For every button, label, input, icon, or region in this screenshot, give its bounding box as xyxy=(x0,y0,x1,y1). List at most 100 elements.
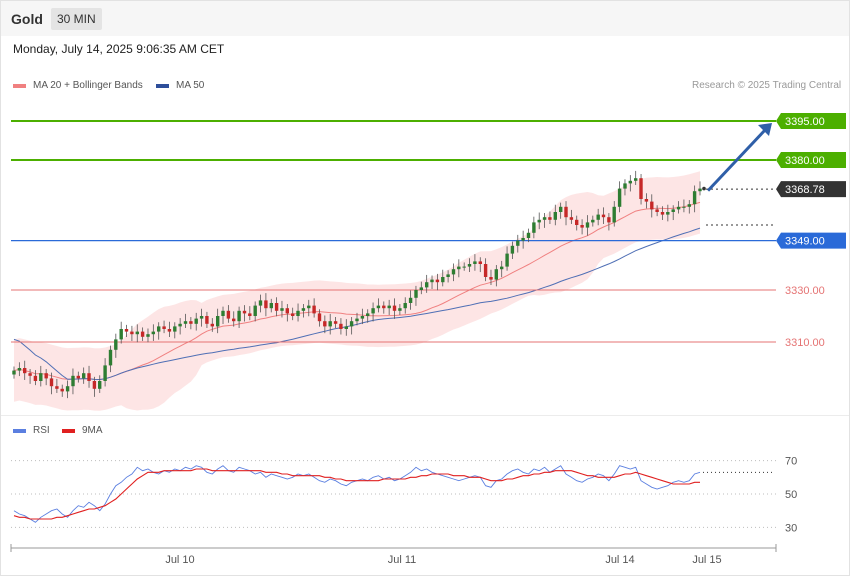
candle-body xyxy=(371,308,375,314)
candle-body xyxy=(457,266,461,270)
timeframe-badge[interactable]: 30 MIN xyxy=(51,8,102,30)
candle-body xyxy=(205,316,209,324)
ma50-swatch xyxy=(156,83,169,88)
legend-bb-label: MA 20 + Bollinger Bands xyxy=(33,80,143,91)
candle-body xyxy=(258,300,263,306)
pane-divider xyxy=(1,415,849,416)
candle-body xyxy=(333,321,338,324)
candle-body xyxy=(291,313,295,316)
candle-body xyxy=(521,238,525,241)
candle-body xyxy=(114,339,118,350)
candle-body xyxy=(82,373,86,379)
level-label-resistance: 3380.00 xyxy=(785,155,825,167)
candle-body xyxy=(339,323,343,329)
candle-body xyxy=(210,323,214,327)
candle-body xyxy=(398,308,402,311)
legend-rsi-ma: 9MA xyxy=(62,425,103,436)
candle-body xyxy=(23,368,27,374)
x-tick-label: Jul 14 xyxy=(605,554,634,566)
candle-body xyxy=(92,381,97,389)
candle-body xyxy=(87,373,91,381)
candle-body xyxy=(617,188,622,207)
candle-body xyxy=(585,222,590,228)
candle-body xyxy=(28,373,32,376)
candle-body xyxy=(601,214,606,218)
price-tag-resistance xyxy=(776,152,846,168)
candle-body xyxy=(634,178,638,181)
candle-body xyxy=(510,245,515,254)
candle-body xyxy=(44,373,48,379)
candle-body xyxy=(173,326,177,332)
candle-body xyxy=(467,264,472,267)
legend-ma50-label: MA 50 xyxy=(176,80,205,91)
candle-body xyxy=(382,305,386,309)
candle-body xyxy=(650,201,654,210)
candle-body xyxy=(537,219,541,223)
candle-body xyxy=(199,316,204,319)
candle-body xyxy=(355,318,359,322)
candle-body xyxy=(103,365,107,381)
candle-body xyxy=(269,303,273,309)
target-arrow-head xyxy=(758,123,772,136)
candle-body xyxy=(564,206,568,218)
level-label-support: 3330.00 xyxy=(785,285,825,297)
candle-body xyxy=(189,321,193,324)
candle-body xyxy=(108,349,113,366)
candle-body xyxy=(157,326,161,332)
level-label-resistance: 3395.00 xyxy=(785,116,825,128)
candle-body xyxy=(264,300,268,309)
candle-body xyxy=(183,321,188,324)
candle-body xyxy=(98,381,102,389)
candle-body xyxy=(301,308,306,311)
candle-body xyxy=(76,375,80,379)
candle-body xyxy=(162,326,166,329)
candle-body xyxy=(612,206,616,223)
candle-body xyxy=(237,310,241,322)
bb-swatch xyxy=(13,83,26,88)
candle-body xyxy=(167,329,172,332)
candle-body xyxy=(660,212,665,215)
rsi-series-9ma xyxy=(13,468,700,520)
candle-body xyxy=(569,217,574,220)
candle-body xyxy=(698,188,702,192)
candle-body xyxy=(119,329,123,340)
candle-body xyxy=(596,214,600,220)
candle-body xyxy=(17,368,22,371)
candle-body xyxy=(692,191,697,205)
candle-body xyxy=(349,321,354,327)
candle-body xyxy=(312,305,316,314)
candle-body xyxy=(666,212,670,215)
candle-body xyxy=(419,287,423,290)
candle-body xyxy=(280,308,284,311)
candle-body xyxy=(248,313,252,316)
candle-body xyxy=(323,321,327,327)
rsi-ma-swatch xyxy=(62,428,75,433)
candle-body xyxy=(446,274,450,277)
candle-body xyxy=(500,266,504,270)
candle-body xyxy=(628,180,632,184)
candle-body xyxy=(392,305,397,311)
candle-body xyxy=(623,183,627,189)
candle-body xyxy=(542,217,547,220)
candle-body xyxy=(221,310,225,316)
candle-body xyxy=(55,386,59,389)
x-tick-label: Jul 15 xyxy=(692,554,721,566)
candle-body xyxy=(414,290,418,298)
candle-body xyxy=(489,277,493,280)
candle-body xyxy=(285,308,289,314)
chart-header xyxy=(1,1,849,36)
level-label-pivot: 3349.00 xyxy=(785,236,825,248)
candle-body xyxy=(483,264,488,277)
candle-body xyxy=(328,321,332,327)
candle-body xyxy=(451,269,456,275)
last-price-dot xyxy=(702,186,706,191)
rsi-tick-label: 70 xyxy=(785,456,797,468)
candle-body xyxy=(408,297,413,303)
candle-body xyxy=(655,209,659,212)
candle-body xyxy=(580,225,584,228)
price-tag-pivot xyxy=(776,232,846,249)
candle-body xyxy=(130,331,134,335)
candle-body xyxy=(274,303,279,311)
rsi-tick-label: 50 xyxy=(785,489,797,501)
